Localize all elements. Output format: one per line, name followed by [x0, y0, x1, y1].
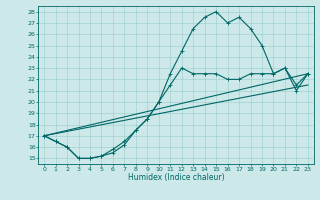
X-axis label: Humidex (Indice chaleur): Humidex (Indice chaleur)	[128, 173, 224, 182]
